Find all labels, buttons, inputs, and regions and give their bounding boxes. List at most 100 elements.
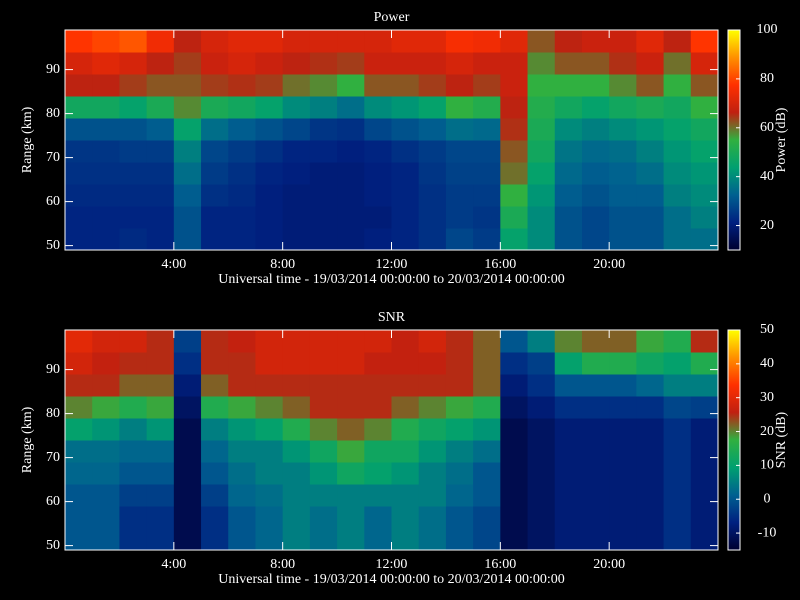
heat-cell — [445, 484, 474, 507]
heat-cell — [690, 484, 719, 507]
heat-cell — [309, 206, 338, 229]
heat-cell — [391, 206, 420, 229]
colorbar-label: SNR (dB) — [774, 411, 789, 468]
heat-cell — [473, 228, 501, 251]
heat-cell — [554, 52, 583, 75]
heat-cell — [92, 506, 120, 529]
heat-cell — [309, 440, 338, 463]
heat-cell — [609, 52, 637, 75]
heat-cell — [445, 96, 474, 119]
heat-cell — [364, 506, 392, 529]
heat-cell — [690, 418, 719, 441]
heat-cell — [473, 74, 501, 97]
heat-cell — [255, 374, 284, 397]
heat-cell — [527, 140, 556, 163]
heat-cell — [201, 528, 229, 551]
heat-cell — [500, 228, 529, 251]
heat-cell — [309, 118, 338, 141]
heat-cell — [391, 96, 420, 119]
heat-cell — [309, 418, 338, 441]
heat-cell — [228, 418, 256, 441]
heat-cell — [309, 30, 338, 53]
heat-cell — [173, 374, 202, 397]
heat-cell — [418, 74, 447, 97]
heat-cell — [418, 440, 447, 463]
heat-cell — [255, 162, 284, 185]
heat-cell — [173, 96, 202, 119]
heat-cell — [473, 330, 501, 353]
y-tick-label: 60 — [46, 194, 60, 209]
heat-cell — [527, 374, 556, 397]
y-tick-label: 80 — [46, 406, 60, 421]
x-axis-label: Universal time - 19/03/2014 00:00:00 to … — [218, 272, 564, 287]
heat-cell — [391, 30, 420, 53]
y-tick-label: 60 — [46, 494, 60, 509]
heat-cell — [309, 374, 338, 397]
heat-cell — [445, 528, 474, 551]
heat-cell — [201, 74, 229, 97]
heat-cell — [337, 206, 365, 229]
heat-cell — [581, 74, 610, 97]
heat-cell — [255, 228, 284, 251]
heat-cell — [309, 396, 338, 419]
heat-cell — [609, 74, 637, 97]
heat-cell — [663, 74, 692, 97]
heat-cell — [554, 374, 583, 397]
heat-cell — [309, 506, 338, 529]
heat-cell — [337, 184, 365, 207]
heat-cell — [445, 396, 474, 419]
heat-cell — [473, 418, 501, 441]
heat-cell — [255, 140, 284, 163]
heat-cell — [391, 528, 420, 551]
heat-cell — [119, 418, 148, 441]
heat-cell — [527, 462, 556, 485]
heat-cell — [309, 528, 338, 551]
heat-cell — [391, 396, 420, 419]
heat-cell — [418, 162, 447, 185]
heat-cell — [636, 396, 665, 419]
heat-cell — [473, 140, 501, 163]
heat-cell — [337, 484, 365, 507]
heat-cell — [527, 118, 556, 141]
heat-cell — [609, 506, 637, 529]
heat-cell — [255, 484, 284, 507]
heat-cell — [418, 330, 447, 353]
heat-cell — [309, 140, 338, 163]
heat-cell — [391, 74, 420, 97]
heat-cell — [609, 396, 637, 419]
heat-cell — [391, 418, 420, 441]
heat-cell — [663, 374, 692, 397]
heat-cell — [364, 330, 392, 353]
heat-cell — [255, 396, 284, 419]
heat-cell — [663, 30, 692, 53]
heat-cell — [581, 140, 610, 163]
heat-cell — [364, 528, 392, 551]
heat-cell — [65, 440, 93, 463]
y-tick-label: 70 — [46, 150, 60, 165]
heat-cell — [282, 352, 311, 375]
heat-cell — [119, 528, 148, 551]
heat-cell — [690, 374, 719, 397]
heat-cell — [500, 30, 529, 53]
heat-cell — [309, 352, 338, 375]
colorbar-tick-label: 80 — [760, 71, 774, 86]
colorbar-tick-label: -10 — [758, 525, 777, 540]
heat-cell — [282, 374, 311, 397]
heat-cell — [201, 440, 229, 463]
heat-cell — [255, 440, 284, 463]
heat-cell — [65, 74, 93, 97]
heat-cell — [581, 96, 610, 119]
heat-cell — [255, 52, 284, 75]
heat-cell — [92, 330, 120, 353]
heat-cell — [282, 162, 311, 185]
heat-cell — [119, 52, 148, 75]
heat-cell — [119, 162, 148, 185]
heat-cell — [201, 484, 229, 507]
heat-cell — [500, 184, 529, 207]
heat-cell — [581, 374, 610, 397]
x-tick-label: 16:00 — [484, 257, 516, 272]
heat-cell — [228, 52, 256, 75]
heat-cell — [690, 52, 719, 75]
heat-cell — [690, 352, 719, 375]
heat-cell — [364, 396, 392, 419]
